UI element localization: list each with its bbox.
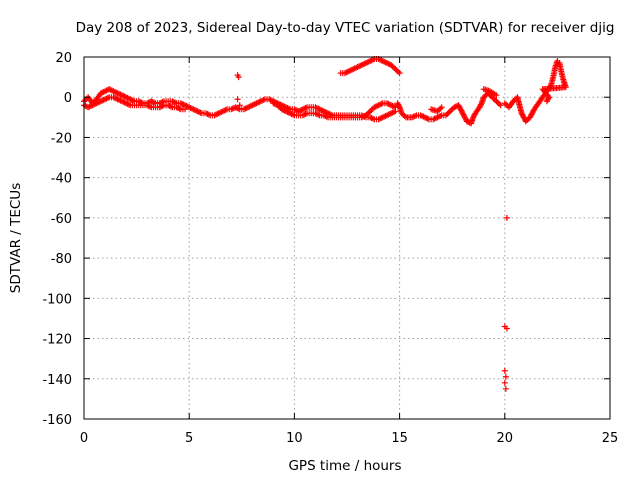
- y-tick-label: -60: [51, 212, 72, 227]
- data-point: [502, 385, 509, 392]
- data-point: [176, 105, 183, 112]
- data-point: [368, 115, 375, 122]
- data-point: [174, 104, 181, 111]
- y-tick-label: -40: [51, 172, 72, 187]
- y-axis-ticks: -160 -140 -120 -100 -80 -60 -40 -20 0 20: [42, 51, 610, 428]
- y-tick-label: -120: [42, 333, 72, 348]
- data-point: [412, 112, 419, 119]
- data-point: [166, 102, 173, 109]
- data-point: [543, 98, 550, 105]
- data-point: [477, 101, 484, 108]
- y-tick-label: -100: [42, 292, 72, 307]
- data-point: [149, 98, 156, 105]
- data-point: [302, 110, 309, 117]
- x-tick-label: 20: [497, 431, 514, 446]
- data-point: [497, 102, 504, 109]
- data-point: [158, 103, 165, 110]
- x-tick-label: 25: [602, 431, 619, 446]
- y-tick-label: -80: [51, 252, 72, 267]
- data-point: [229, 105, 236, 112]
- x-tick-label: 5: [185, 431, 193, 446]
- data-point: [236, 102, 243, 109]
- data-point: [503, 325, 510, 332]
- grid: [84, 57, 610, 419]
- x-tick-label: 10: [286, 431, 303, 446]
- data-point: [315, 111, 322, 118]
- data-point: [493, 92, 500, 99]
- y-tick-label: 0: [64, 91, 72, 106]
- data-point: [501, 379, 508, 386]
- data-point: [146, 103, 153, 110]
- data-point: [137, 98, 144, 105]
- data-point: [292, 106, 299, 113]
- data-points: [81, 56, 569, 392]
- data-point: [395, 102, 402, 109]
- data-point: [301, 111, 308, 118]
- data-point: [204, 110, 211, 117]
- data-point: [502, 373, 509, 380]
- y-tick-label: -140: [42, 373, 72, 388]
- data-point: [235, 74, 242, 81]
- data-point: [503, 214, 510, 221]
- y-tick-label: -160: [42, 413, 72, 428]
- data-point: [410, 113, 417, 120]
- y-axis-label: SDTVAR / TECUs: [8, 183, 24, 293]
- data-point: [313, 110, 320, 117]
- data-point: [205, 111, 212, 118]
- data-point: [369, 115, 376, 122]
- y-tick-label: 20: [55, 51, 72, 66]
- y-tick-label: -20: [51, 131, 72, 146]
- data-point: [235, 105, 242, 112]
- data-point: [82, 102, 89, 109]
- data-point: [170, 98, 177, 105]
- x-axis-label: GPS time / hours: [288, 458, 401, 474]
- data-point: [167, 103, 174, 110]
- x-tick-label: 0: [80, 431, 88, 446]
- data-point: [544, 96, 551, 103]
- data-point: [396, 70, 403, 77]
- plot-frame: [83, 56, 611, 420]
- data-point: [151, 99, 158, 106]
- data-point: [181, 106, 188, 113]
- x-tick-label: 15: [391, 431, 408, 446]
- data-point: [438, 104, 445, 111]
- data-point: [234, 96, 241, 103]
- data-point: [501, 367, 508, 374]
- chart-title: Day 208 of 2023, Sidereal Day-to-day VTE…: [76, 20, 615, 36]
- x-axis-ticks: 0 5 10 15 20 25: [80, 57, 618, 446]
- data-point: [172, 99, 179, 106]
